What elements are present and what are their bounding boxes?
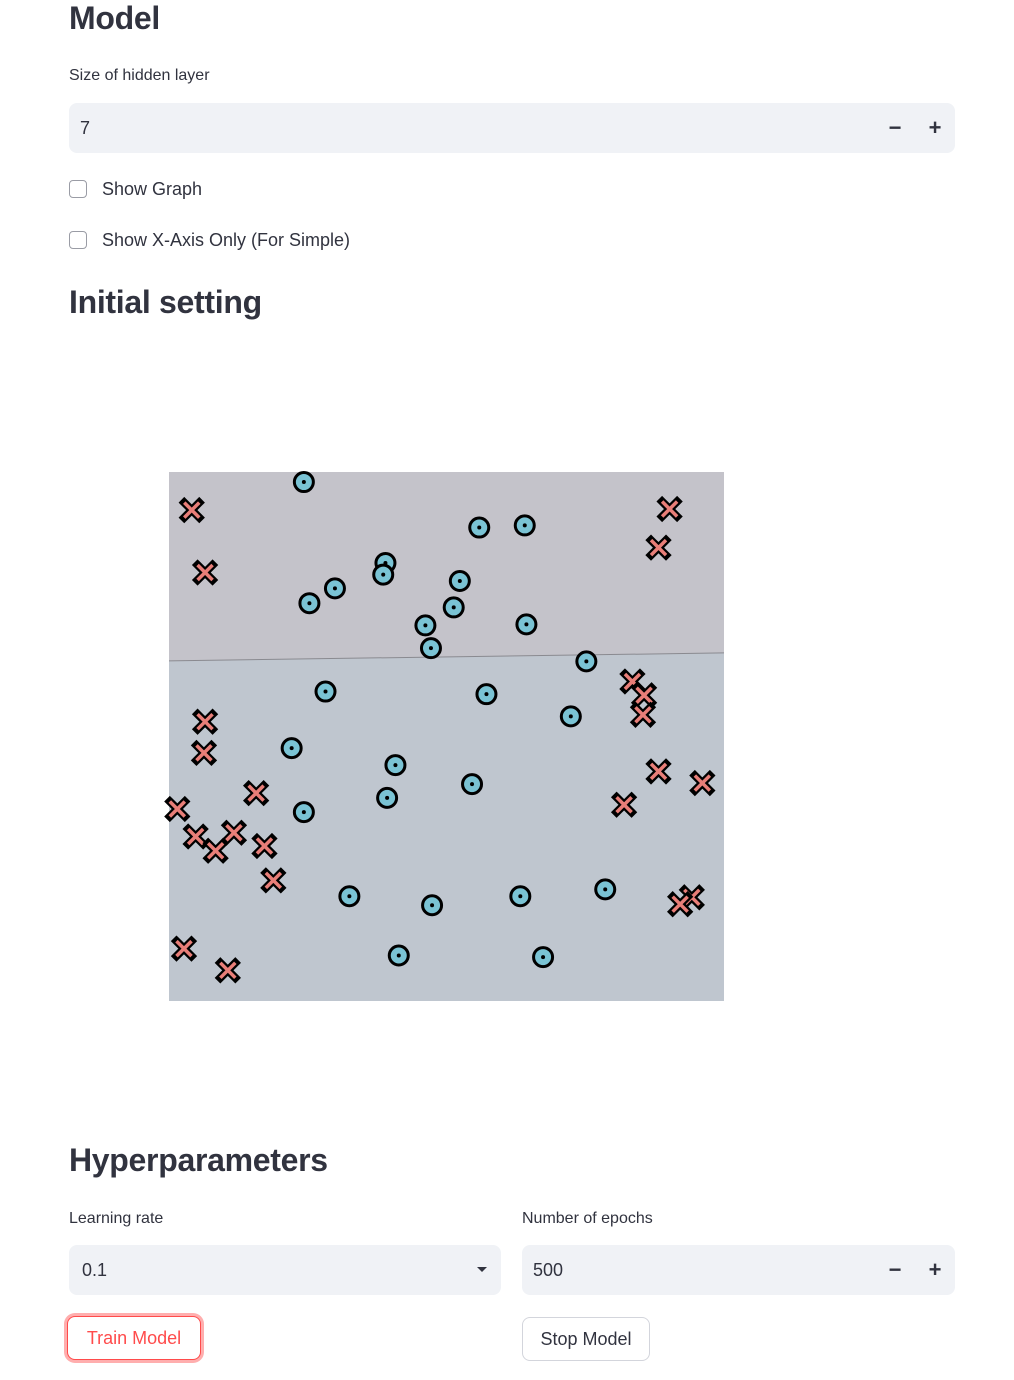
x-class-point [178, 496, 205, 524]
hidden-layer-label: Size of hidden layer [69, 67, 210, 84]
x-class-point [242, 779, 270, 807]
epochs-value[interactable]: 500 [533, 1260, 564, 1280]
x-class-point [689, 769, 716, 797]
circle-class-point [323, 577, 346, 600]
circle-class-point [314, 680, 337, 703]
show-x-axis-checkbox[interactable] [69, 231, 87, 249]
decision-boundary-line [168, 652, 725, 662]
show-x-axis-label[interactable]: Show X-Axis Only (For Simple) [102, 229, 351, 250]
circle-class-point [442, 596, 465, 619]
x-class-point [191, 708, 219, 735]
learning-rate-label: Learning rate [69, 1210, 164, 1227]
x-class-point [190, 739, 218, 767]
circle-class-point [387, 944, 410, 967]
x-class-point [182, 823, 209, 850]
show-graph-checkbox[interactable] [69, 180, 87, 198]
circle-class-point [509, 885, 532, 908]
epochs-increment-button[interactable]: + [928, 1257, 942, 1282]
circle-class-point [372, 563, 395, 586]
x-class-point [645, 534, 672, 561]
circle-class-point [421, 894, 444, 917]
circle-class-point [575, 650, 598, 673]
epochs-label: Number of epochs [522, 1210, 653, 1227]
circle-class-point [414, 614, 437, 637]
lower-class-region [169, 652, 724, 1001]
initial-setting-heading: Initial setting [69, 284, 262, 320]
circle-class-point [292, 801, 315, 824]
x-class-point [645, 758, 672, 785]
epochs-input[interactable]: 500 − + [522, 1245, 955, 1295]
learning-rate-select[interactable]: 0.1 [69, 1245, 501, 1295]
hidden-layer-increment-button[interactable]: + [928, 115, 942, 140]
x-class-point [666, 891, 694, 918]
model-heading: Model [69, 0, 160, 36]
circle-class-point [475, 683, 498, 706]
circle-class-point [468, 516, 491, 539]
x-class-point [220, 819, 248, 846]
upper-class-region [169, 472, 724, 661]
epochs-decrement-button[interactable]: − [888, 1257, 902, 1282]
circle-class-point [280, 737, 303, 760]
train-model-button[interactable]: Train Model [67, 1316, 201, 1360]
decision-boundary-scatter-plot [164, 471, 725, 1001]
stop-model-button[interactable]: Stop Model [522, 1317, 650, 1361]
show-x-axis-option[interactable]: Show X-Axis Only (For Simple) [69, 228, 350, 252]
circle-class-point [594, 878, 617, 901]
circle-class-point [292, 471, 315, 494]
circle-class-point [384, 754, 407, 777]
x-class-point [191, 559, 219, 586]
x-class-point [202, 837, 229, 864]
x-class-point [629, 701, 657, 728]
circle-class-point [376, 786, 399, 809]
circle-class-point [419, 637, 442, 660]
circle-class-point [298, 592, 321, 615]
x-class-point [214, 957, 241, 984]
circle-class-point [448, 569, 471, 592]
circle-class-point [513, 514, 536, 537]
circle-class-point [532, 946, 555, 969]
x-class-point [170, 935, 198, 962]
x-class-point [260, 867, 287, 894]
x-class-point [630, 682, 658, 709]
x-class-point [610, 791, 638, 818]
x-class-point [251, 832, 278, 860]
chevron-down-icon[interactable] [477, 1267, 487, 1272]
x-class-point [164, 795, 191, 823]
circle-class-point [338, 885, 361, 908]
circle-class-point [515, 613, 538, 636]
learning-rate-value[interactable]: 0.1 [82, 1260, 108, 1280]
show-graph-label[interactable]: Show Graph [102, 178, 203, 199]
x-class-point [656, 495, 683, 523]
hidden-layer-decrement-button[interactable]: − [888, 115, 902, 140]
hidden-layer-input[interactable]: 7 − + [69, 103, 955, 153]
hidden-layer-value[interactable]: 7 [80, 118, 91, 138]
circle-class-point [461, 773, 484, 796]
hyperparameters-heading: Hyperparameters [69, 1142, 328, 1178]
circle-class-point [559, 705, 582, 728]
show-graph-option[interactable]: Show Graph [69, 177, 202, 201]
